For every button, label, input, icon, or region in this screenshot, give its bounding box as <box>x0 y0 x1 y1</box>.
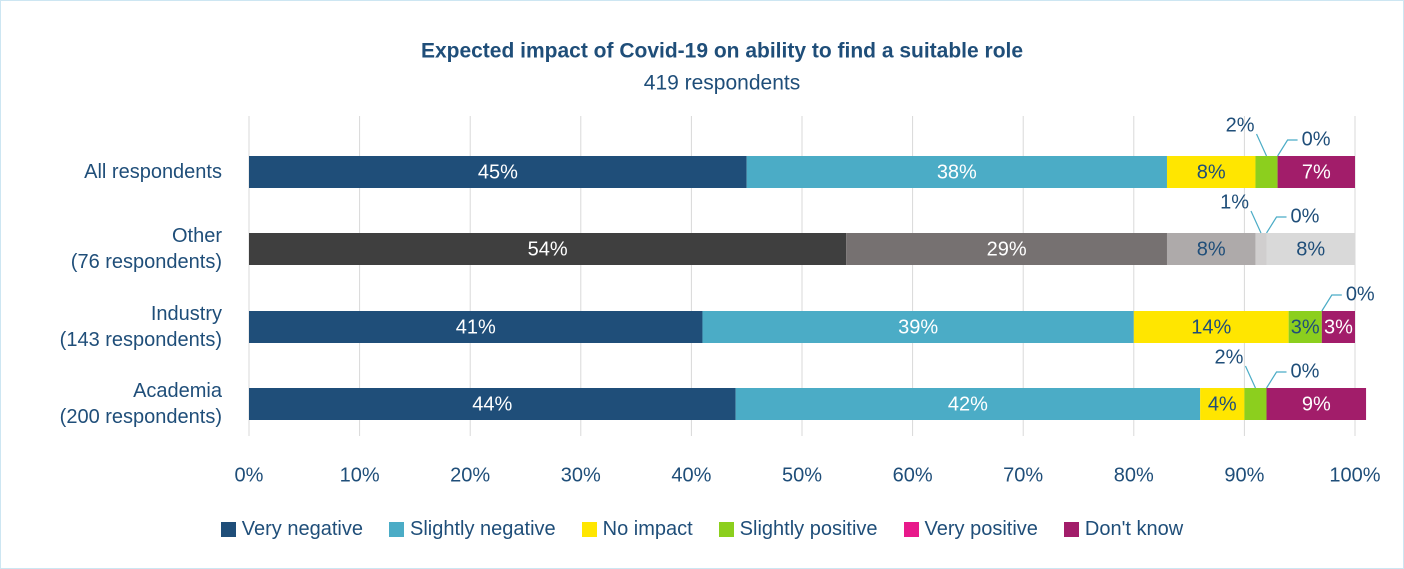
leader-line <box>1321 294 1342 312</box>
data-label: 2% <box>1226 114 1255 136</box>
bar-segment <box>735 388 1201 420</box>
legend-label: Slightly positive <box>739 518 878 540</box>
bar-segment <box>1288 311 1322 343</box>
data-label: 4% <box>1208 393 1237 415</box>
legend-swatch <box>581 522 597 537</box>
bar-segment <box>249 311 703 343</box>
data-label: 0% <box>1302 128 1331 150</box>
bar-segment <box>1266 233 1355 265</box>
legend-label: Very positive <box>924 518 1038 540</box>
bar-segment <box>1277 156 1355 188</box>
data-label: 45% <box>478 161 518 183</box>
x-tick-label: 80% <box>1114 464 1154 486</box>
leader-line <box>1244 365 1257 389</box>
bar-segment <box>1266 388 1367 420</box>
legend-label: Very negative <box>241 518 363 540</box>
x-tick-label: 100% <box>1329 464 1380 486</box>
leader-line <box>1266 371 1287 389</box>
legend-item: Slightly negative <box>388 518 556 541</box>
bar-segment <box>1133 311 1289 343</box>
x-tick-label: 50% <box>782 464 822 486</box>
data-label: 8% <box>1296 238 1325 260</box>
bar-segment <box>846 233 1167 265</box>
legend-label: Don't know <box>1084 518 1184 540</box>
data-label: 2% <box>1215 346 1244 368</box>
x-tick-label: 0% <box>235 464 264 486</box>
bar-segment <box>1321 311 1355 343</box>
bar-segment <box>1166 156 1256 188</box>
data-label: 3% <box>1324 316 1353 338</box>
data-label: 7% <box>1302 161 1331 183</box>
leader-line <box>1277 139 1298 157</box>
legend-swatch <box>903 522 919 537</box>
leader-line <box>1250 210 1262 234</box>
legend-swatch <box>220 522 236 537</box>
data-label: 0% <box>1291 205 1320 227</box>
legend-swatch <box>1063 522 1079 537</box>
category-label: All respondents <box>84 161 222 183</box>
bar-segment <box>249 233 847 265</box>
data-label: 9% <box>1302 393 1331 415</box>
data-label: 8% <box>1197 161 1226 183</box>
chart-subtitle: 419 respondents <box>644 72 800 95</box>
leader-line <box>1266 216 1287 234</box>
data-label: 0% <box>1291 360 1320 382</box>
legend-swatch <box>388 522 404 537</box>
data-label: 42% <box>948 393 988 415</box>
data-label: 39% <box>898 316 938 338</box>
data-label: 54% <box>528 238 568 260</box>
legend-item: Very negative <box>220 518 363 541</box>
bar-segment <box>702 311 1134 343</box>
data-label: 3% <box>1291 316 1320 338</box>
legend-item: Don't know <box>1063 518 1184 541</box>
bar-segment <box>1244 388 1267 420</box>
data-label: 41% <box>456 316 496 338</box>
x-tick-label: 90% <box>1224 464 1264 486</box>
x-tick-label: 10% <box>340 464 380 486</box>
data-label: 0% <box>1346 283 1375 305</box>
bar-segment <box>249 156 747 188</box>
legend: Very negative Slightly negative No impact S… <box>0 518 1404 541</box>
data-label: 8% <box>1197 238 1226 260</box>
bar-segment <box>746 156 1167 188</box>
legend-item: No impact <box>581 518 693 541</box>
category-label: Other (76 respondents) <box>70 225 222 273</box>
bar-segment <box>1200 388 1245 420</box>
data-label: 14% <box>1191 316 1231 338</box>
x-tick-label: 60% <box>893 464 933 486</box>
bar-segment <box>1255 233 1267 265</box>
x-tick-label: 30% <box>561 464 601 486</box>
data-label: 38% <box>937 161 977 183</box>
legend-swatch <box>718 522 734 537</box>
legend-label: Slightly negative <box>409 518 556 540</box>
bar-segment <box>1255 156 1278 188</box>
bar-segment <box>249 388 736 420</box>
category-label: Industry (143 respondents) <box>59 303 222 351</box>
data-label: 1% <box>1220 191 1249 213</box>
legend-item: Slightly positive <box>718 518 878 541</box>
data-label: 29% <box>987 238 1027 260</box>
legend-item: Very positive <box>903 518 1038 541</box>
category-label: Academia (200 respondents) <box>59 380 222 428</box>
chart-title: Expected impact of Covid-19 on ability t… <box>421 40 1023 63</box>
legend-label: No impact <box>602 518 693 540</box>
x-tick-label: 40% <box>671 464 711 486</box>
x-tick-label: 20% <box>450 464 490 486</box>
data-label: 44% <box>472 393 512 415</box>
leader-line <box>1255 133 1268 157</box>
x-tick-label: 70% <box>1003 464 1043 486</box>
bar-segment <box>1166 233 1256 265</box>
